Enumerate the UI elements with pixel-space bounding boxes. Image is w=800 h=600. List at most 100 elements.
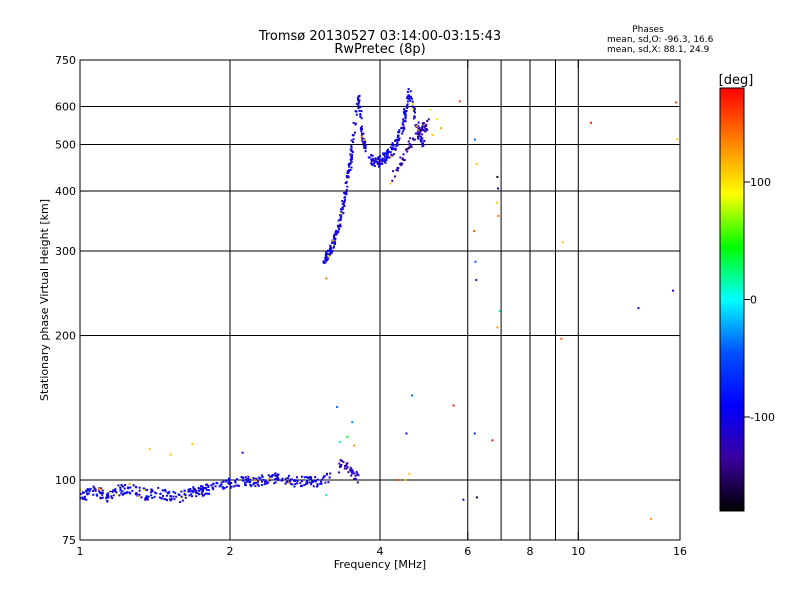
data-point xyxy=(234,480,237,483)
data-point xyxy=(410,97,413,100)
data-point xyxy=(191,495,193,498)
data-point xyxy=(332,241,334,244)
colorbar: [deg] 100 0 -100 xyxy=(719,73,775,512)
data-point xyxy=(280,479,283,482)
data-point xyxy=(119,485,122,488)
data-point xyxy=(416,133,419,136)
data-point xyxy=(219,484,222,487)
data-point xyxy=(560,337,563,340)
data-point xyxy=(357,104,360,107)
data-point xyxy=(368,156,371,159)
data-point xyxy=(345,191,348,194)
data-point xyxy=(188,494,191,497)
data-point xyxy=(149,491,152,494)
data-point xyxy=(392,170,395,173)
data-point xyxy=(396,140,399,143)
data-point xyxy=(201,494,204,497)
data-point xyxy=(387,156,390,159)
data-point xyxy=(359,127,362,129)
data-point xyxy=(415,124,418,127)
data-point xyxy=(101,491,104,494)
data-point xyxy=(362,137,365,140)
data-point xyxy=(340,215,343,218)
data-point xyxy=(417,127,420,130)
data-point xyxy=(390,143,393,146)
data-point xyxy=(114,490,117,493)
data-point xyxy=(184,490,187,493)
data-point xyxy=(341,202,344,205)
data-point xyxy=(159,492,162,495)
data-point xyxy=(419,130,422,133)
data-point xyxy=(385,157,388,160)
data-point xyxy=(122,485,125,488)
data-point xyxy=(195,495,198,498)
data-point xyxy=(325,253,327,256)
x-tick-label: 16 xyxy=(673,545,687,558)
data-point xyxy=(319,482,322,485)
data-point xyxy=(227,481,230,484)
data-point xyxy=(237,485,240,487)
data-point xyxy=(117,484,120,487)
data-point xyxy=(350,471,353,474)
data-point xyxy=(388,156,391,159)
data-point xyxy=(340,210,343,213)
data-point xyxy=(391,146,394,149)
data-point xyxy=(310,483,313,486)
data-point xyxy=(391,179,394,182)
data-point xyxy=(254,479,257,482)
data-point xyxy=(375,160,378,163)
data-point xyxy=(180,495,183,498)
data-point xyxy=(110,492,113,494)
data-point xyxy=(267,474,270,477)
data-point xyxy=(191,442,194,445)
data-point xyxy=(257,476,260,479)
y-tick-label: 100 xyxy=(55,474,76,487)
colorbar-tick-label: -100 xyxy=(750,411,775,424)
chart-subtitle: RwPretec (8p) xyxy=(334,42,425,57)
data-point xyxy=(287,481,290,484)
data-point xyxy=(674,101,677,104)
data-point xyxy=(343,196,346,199)
data-point xyxy=(134,485,137,488)
data-point xyxy=(316,478,319,481)
data-point xyxy=(342,461,345,464)
data-point xyxy=(491,439,494,442)
data-point xyxy=(473,432,476,435)
data-point xyxy=(351,153,353,156)
data-point xyxy=(404,479,407,481)
data-point xyxy=(225,479,228,482)
data-point xyxy=(314,480,317,483)
data-point xyxy=(244,476,247,479)
data-point xyxy=(228,482,231,485)
data-point xyxy=(383,158,386,161)
data-point xyxy=(343,467,346,470)
data-point xyxy=(153,495,156,498)
data-point xyxy=(86,488,89,491)
data-point xyxy=(452,404,455,407)
data-point xyxy=(99,492,102,495)
data-point xyxy=(291,483,294,486)
data-point xyxy=(195,490,198,493)
data-point xyxy=(230,485,233,488)
data-point xyxy=(408,142,411,145)
data-point xyxy=(120,483,123,486)
x-tick-label: 8 xyxy=(527,545,534,558)
y-tick-label: 500 xyxy=(55,139,76,152)
data-point xyxy=(395,138,397,141)
data-point xyxy=(329,250,332,253)
data-point xyxy=(402,124,405,127)
data-point xyxy=(253,482,256,485)
data-point xyxy=(589,121,592,124)
data-point xyxy=(134,492,137,495)
data-point xyxy=(350,468,353,471)
data-point xyxy=(309,476,312,479)
data-point xyxy=(423,140,426,142)
data-point xyxy=(97,487,100,490)
data-point xyxy=(395,479,398,481)
data-point xyxy=(316,485,318,488)
data-point xyxy=(179,501,182,504)
data-point xyxy=(334,241,337,244)
data-point xyxy=(416,129,419,132)
data-point xyxy=(339,218,341,221)
